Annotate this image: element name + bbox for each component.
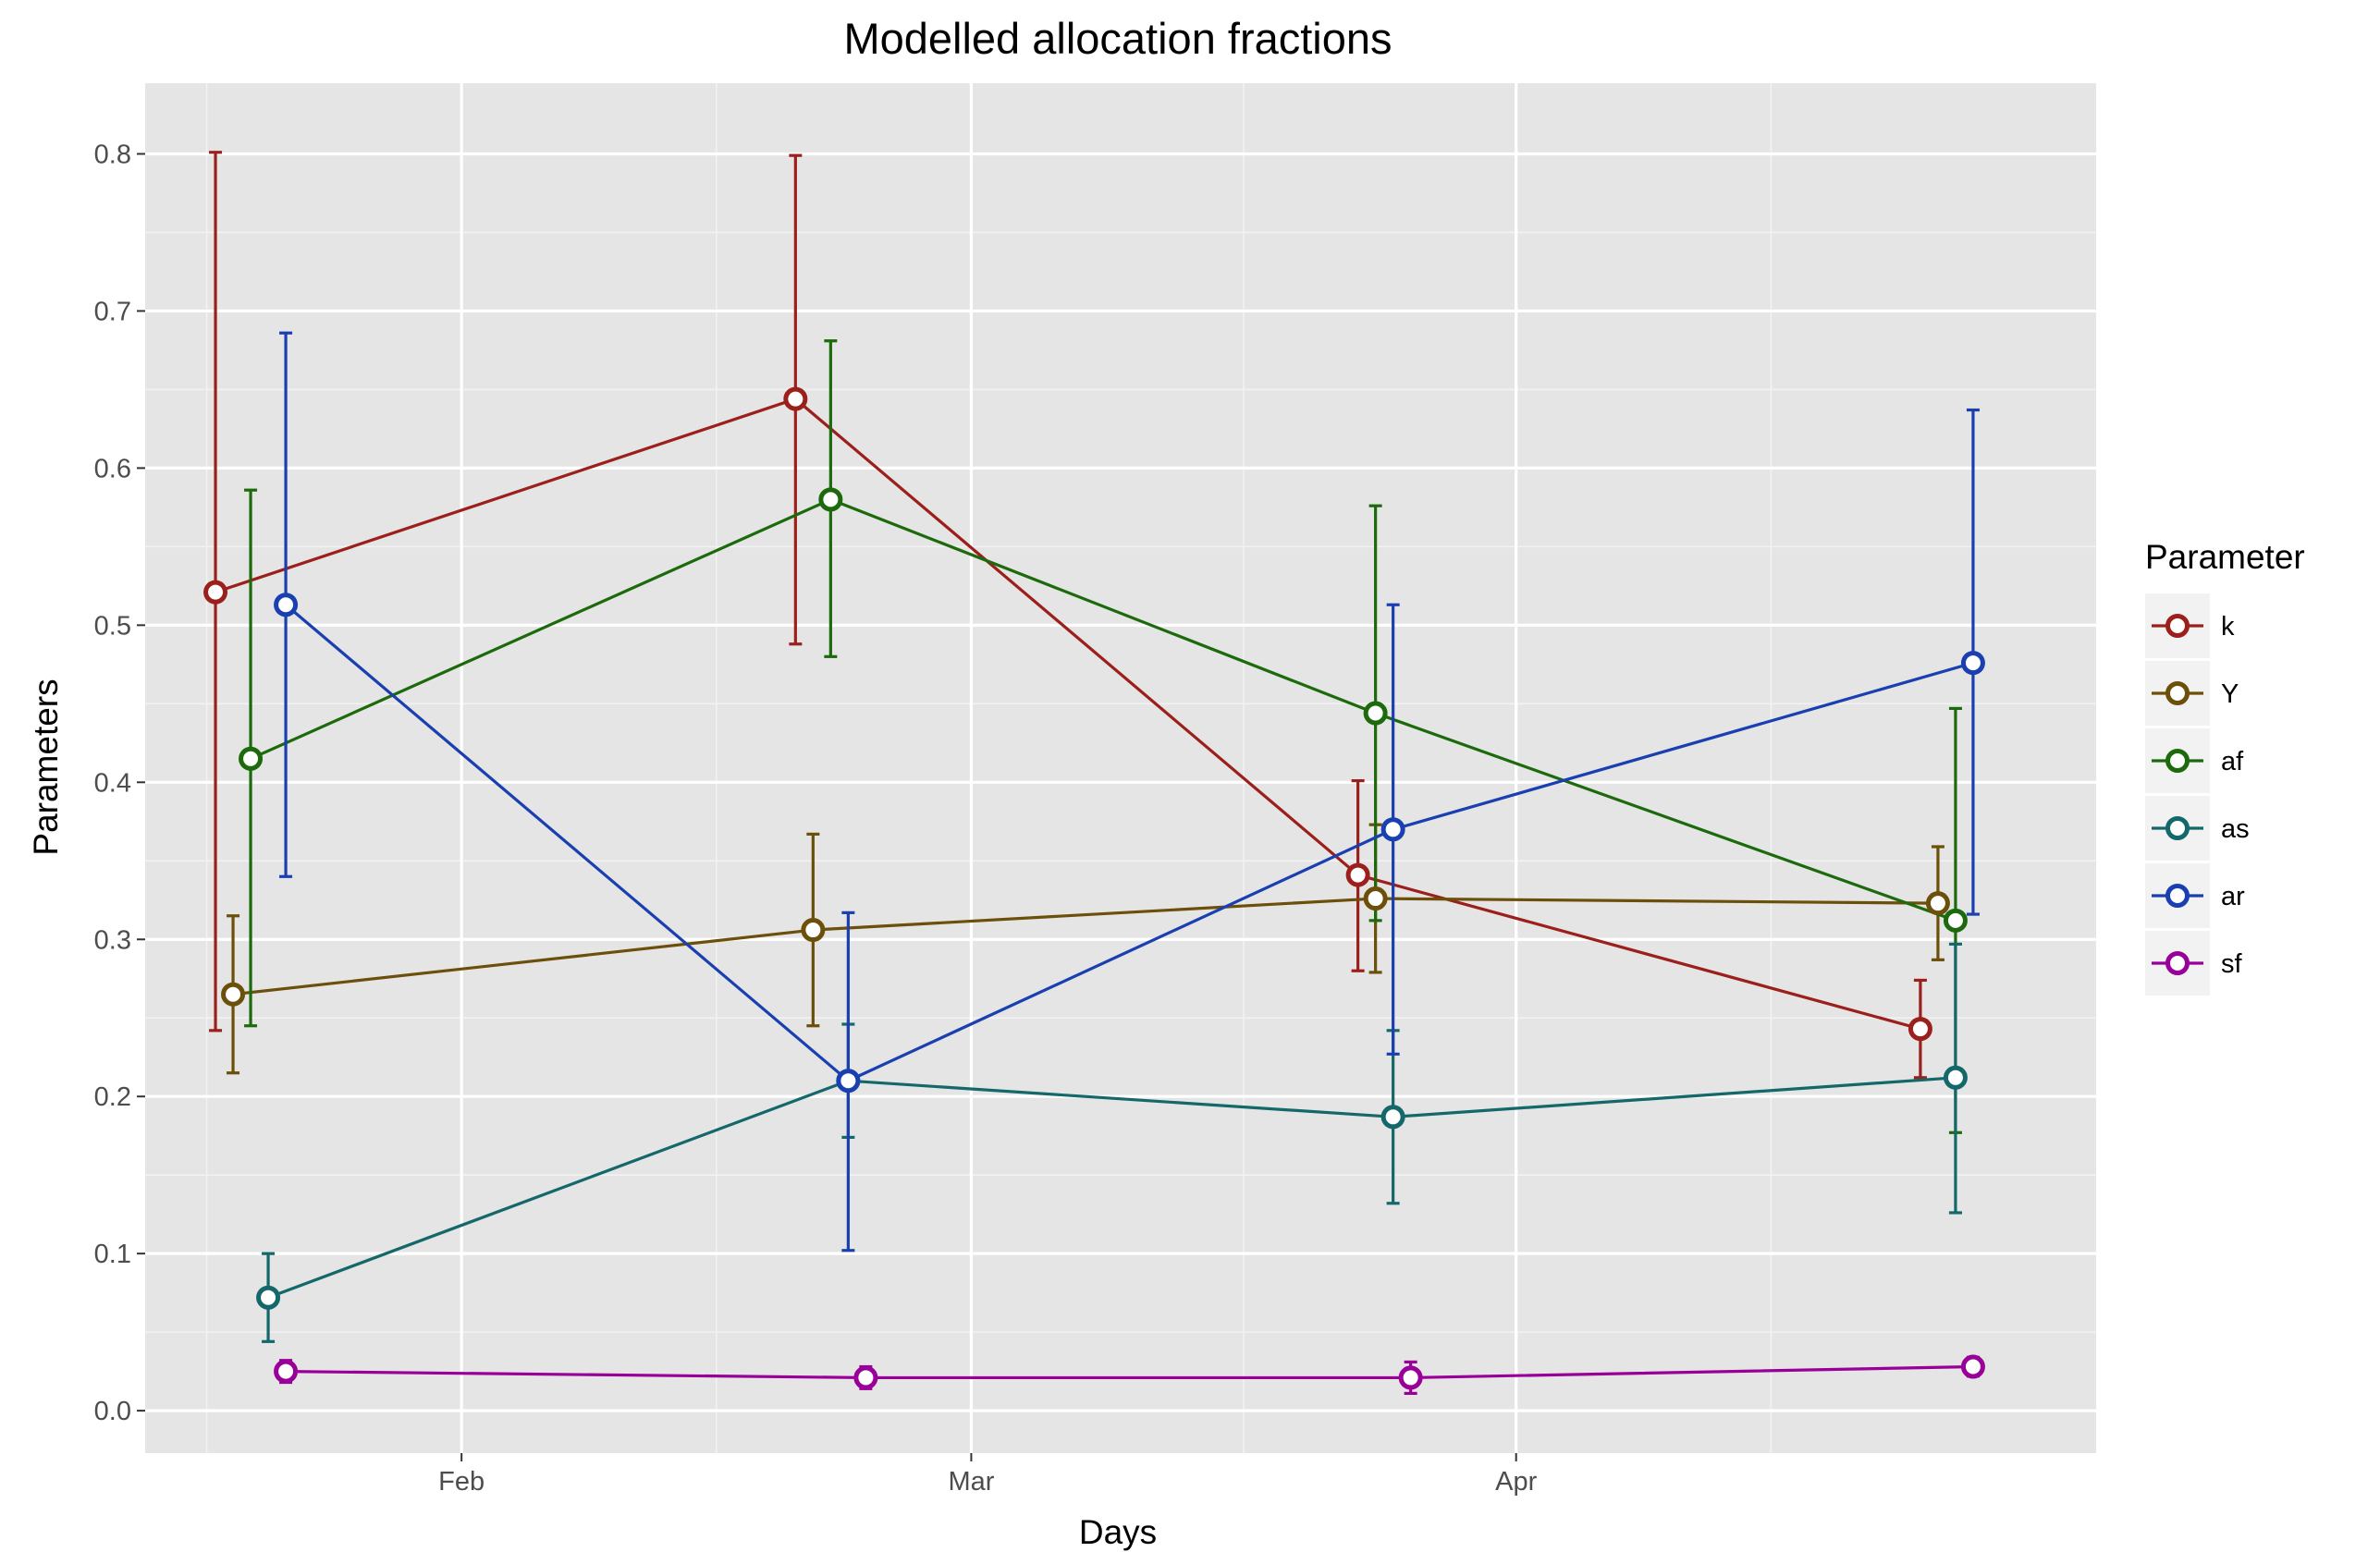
legend-item-Y: Y: [2145, 661, 2239, 726]
y-tick-label: 0.2: [94, 1082, 131, 1112]
legend: Parameter k Yaf as ar sf: [2145, 538, 2305, 996]
data-point: [1380, 1105, 1405, 1130]
chart-title: Modelled allocation fractions: [843, 14, 1392, 63]
series-line: [286, 1364, 1973, 1380]
y-tick-label: 0.3: [94, 925, 131, 955]
data-point: [274, 1359, 299, 1384]
legend-title: Parameter: [2145, 538, 2305, 576]
data-point: [1380, 817, 1405, 842]
x-tick-label: Feb: [438, 1467, 485, 1497]
y-tick-label: 0.0: [94, 1397, 131, 1426]
legend-label: k: [2221, 612, 2235, 642]
legend-item-ar: ar: [2145, 863, 2245, 928]
plot-panel: [145, 83, 2096, 1453]
y-axis-title: Parameters: [27, 678, 65, 855]
y-tick-label: 0.4: [94, 768, 131, 798]
x-axis: Feb Mar Apr: [438, 1453, 1538, 1497]
data-point: [1943, 1065, 1968, 1090]
data-point: [1363, 701, 1388, 726]
data-point: [1363, 886, 1388, 911]
legend-label: as: [2221, 814, 2250, 844]
legend-key-marker: [2165, 951, 2190, 975]
y-tick-label: 0.5: [94, 611, 131, 641]
legend-key-marker: [2165, 681, 2190, 705]
y-tick-label: 0.8: [94, 140, 131, 169]
series-line: [285, 604, 1974, 1083]
data-point: [256, 1285, 281, 1310]
data-point: [818, 487, 843, 512]
legend-items: k Yaf as ar sf: [2145, 593, 2250, 996]
y-tick-label: 0.1: [94, 1240, 131, 1269]
data-point: [221, 982, 246, 1007]
legend-key-marker: [2165, 816, 2190, 840]
data-point: [1345, 862, 1370, 887]
legend-item-as: as: [2145, 796, 2250, 861]
legend-key-marker: [2165, 614, 2190, 638]
y-axis: 0.0 0.1 0.2 0.3 0.4 0.5 0.6 0.7 0.8: [94, 140, 145, 1426]
data-point: [1908, 1017, 1932, 1042]
legend-key-marker: [2165, 749, 2190, 773]
data-point: [274, 593, 299, 617]
data-point: [836, 1069, 861, 1094]
legend-item-sf: sf: [2145, 931, 2243, 996]
series-line: [215, 397, 1921, 1031]
data-point: [1925, 891, 1950, 916]
legend-item-af: af: [2145, 728, 2244, 793]
data-point: [853, 1365, 878, 1390]
x-tick-label: Mar: [948, 1467, 994, 1497]
data-point: [783, 386, 808, 411]
points-layer: [203, 386, 1985, 1390]
data-point: [1398, 1365, 1423, 1390]
data-point: [1960, 1354, 1985, 1379]
y-tick-label: 0.7: [94, 297, 131, 326]
legend-key-marker: [2165, 884, 2190, 908]
data-point: [239, 746, 264, 771]
legend-label: Y: [2221, 679, 2239, 709]
data-point: [1960, 651, 1985, 676]
legend-item-k: k: [2145, 593, 2235, 658]
data-point: [801, 918, 826, 943]
legend-label: af: [2221, 747, 2244, 776]
data-point: [1943, 908, 1968, 933]
series-line: [232, 897, 1938, 996]
data-point: [203, 580, 228, 605]
major-gridlines: [145, 83, 2096, 1453]
x-axis-title: Days: [1079, 1513, 1157, 1551]
y-tick-label: 0.6: [94, 454, 131, 483]
legend-label: ar: [2221, 882, 2245, 911]
series-line: [250, 497, 1957, 923]
series-line: [267, 1076, 1957, 1300]
series-layer: [203, 151, 1985, 1396]
x-tick-label: Apr: [1495, 1467, 1537, 1497]
legend-label: sf: [2221, 949, 2243, 979]
